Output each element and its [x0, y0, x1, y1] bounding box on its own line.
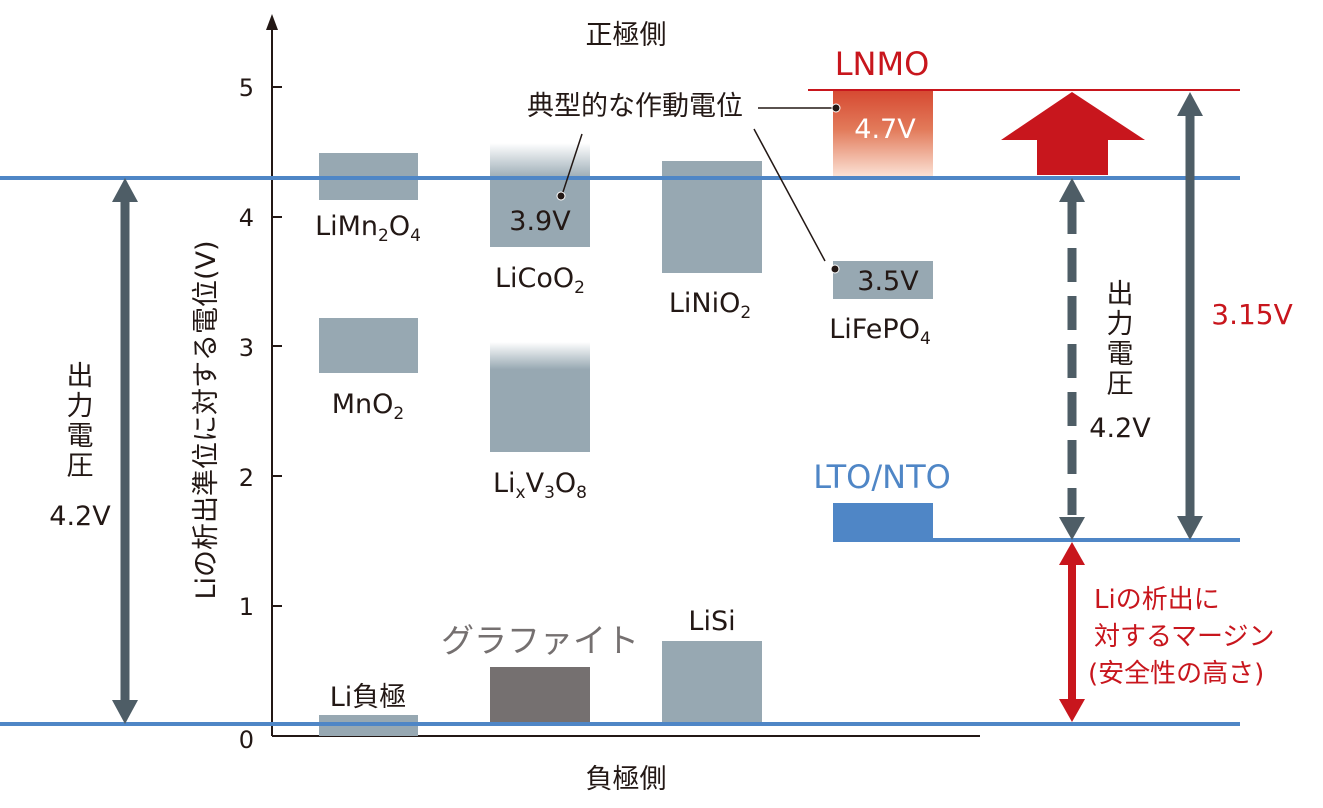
- tick-label-4: 4: [239, 204, 254, 232]
- arrow-head-up-icon: [1059, 542, 1085, 565]
- svg-text:出: 出: [67, 361, 94, 392]
- svg-text:出: 出: [1107, 279, 1134, 310]
- arrow-head-up-icon: [112, 178, 138, 202]
- annotation-dot: [830, 264, 840, 274]
- licoo2-label: LiCoO2: [495, 263, 585, 298]
- y-ticks: [272, 86, 282, 607]
- annotation-leaders: [561, 107, 835, 262]
- lixv3o8-label: LixV3O8: [493, 468, 587, 503]
- arrow-head-up-icon: [1177, 92, 1203, 116]
- mno2-box: [319, 318, 418, 373]
- lnmo-box: [833, 91, 933, 176]
- annotation-dot: [831, 103, 841, 113]
- lifepo4-box: [833, 261, 933, 299]
- arrow-head-down-icon: [1177, 516, 1203, 540]
- lifepo4-value: 3.5V: [857, 266, 919, 297]
- right-voltage-label: 出 力 電 圧 4.2V: [1089, 279, 1151, 444]
- lixv3o8-box: [490, 342, 590, 452]
- li-anode-label: Li負極: [330, 682, 407, 713]
- positive-side-title: 正極側: [586, 20, 667, 51]
- tick-label-3: 3: [239, 334, 254, 362]
- lto-box: [833, 503, 933, 540]
- lnmo-voltage-label: 3.15V: [1211, 298, 1293, 331]
- lnmo-up-arrow-icon: [1001, 92, 1145, 175]
- margin-note: Liの析出に 対するマージン (安全性の高さ): [1088, 585, 1274, 689]
- arrow-head-up-icon: [1059, 178, 1085, 202]
- tick-label-1: 1: [239, 593, 254, 621]
- tick-label-5: 5: [239, 74, 254, 102]
- annotation-dot: [556, 191, 566, 201]
- svg-text:圧: 圧: [67, 451, 94, 482]
- svg-text:力: 力: [67, 391, 94, 422]
- arrow-head-down-icon: [112, 700, 138, 724]
- graphite-label: グラファイト: [441, 621, 639, 660]
- lto-label: LTO/NTO: [813, 458, 951, 496]
- svg-text:圧: 圧: [1107, 369, 1134, 400]
- svg-text:(安全性の高さ): (安全性の高さ): [1088, 659, 1264, 689]
- svg-text:Liの析出に: Liの析出に: [1094, 585, 1220, 615]
- lnmo-label: LNMO: [835, 45, 930, 83]
- limn2o4-label: LiMn2O4: [315, 211, 421, 246]
- lisi-label: LiSi: [688, 606, 735, 637]
- mno2-label: MnO2: [332, 389, 405, 424]
- svg-text:電: 電: [1107, 339, 1134, 370]
- svg-text:対するマージン: 対するマージン: [1094, 622, 1274, 652]
- licoo2-value: 3.9V: [509, 206, 571, 237]
- svg-text:4.2V: 4.2V: [1089, 413, 1151, 444]
- tick-label-0: 0: [239, 726, 254, 754]
- linio2-label: LiNiO2: [669, 288, 751, 323]
- svg-text:力: 力: [1107, 309, 1134, 340]
- arrow-head-down-icon: [1059, 517, 1085, 540]
- left-voltage-label: 出 力 電 圧 4.2V: [49, 361, 111, 532]
- lisi-box: [662, 641, 762, 725]
- lifepo4-label: LiFePO4: [829, 314, 931, 349]
- lnmo-value: 4.7V: [854, 114, 916, 145]
- svg-text:4.2V: 4.2V: [49, 501, 111, 532]
- arrow-head-down-icon: [1059, 699, 1085, 722]
- graphite-box: [490, 667, 590, 725]
- svg-text:電: 電: [67, 421, 94, 452]
- y-axis-label: Liの析出準位に対する電位(V): [191, 240, 222, 599]
- tick-label-2: 2: [239, 464, 254, 492]
- y-axis-arrow-icon: [266, 14, 278, 30]
- negative-side-title: 負極側: [586, 764, 667, 795]
- typical-potential-annotation: 典型的な作動電位: [527, 91, 743, 122]
